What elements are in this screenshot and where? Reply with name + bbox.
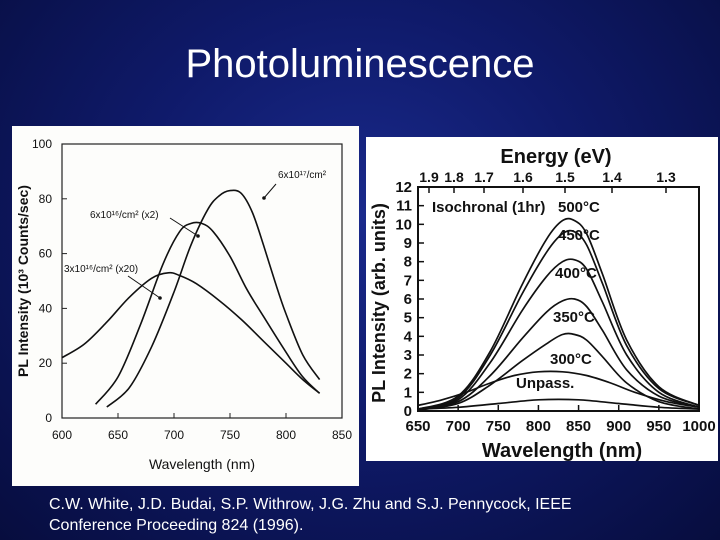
label-pointer-head [262,196,266,200]
label-pointer [169,217,199,237]
x-tick-label: 800 [526,418,551,435]
y-tick-label: 4 [404,328,413,345]
series-line [417,370,700,409]
y-tick-label: 9 [404,235,412,252]
series-line [61,271,321,394]
x-tick-label: 600 [52,428,72,442]
right-chart-panel: Energy (eV) 1.9 1.8 1.7 1.6 1.5 1.4 1.3 650 700 75… [366,137,718,461]
y-tick-label: 0 [45,411,52,425]
series-line [417,398,700,410]
series-line [417,297,700,410]
series-label: 6x10¹⁷/cm² [278,170,327,181]
y-tick-label: 2 [404,366,412,383]
label-pointer-head [158,296,162,300]
series-label: 350°C [553,309,595,326]
x-tick-label: 650 [405,418,430,435]
top-tick-label: 1.3 [656,169,676,185]
x-tick-label: 750 [220,428,240,442]
x-tick-label: 850 [332,428,352,442]
y-tick-label: 0 [404,403,412,420]
y-tick-label: 6 [404,291,412,308]
series-label: 6x10¹⁶/cm² (x2) [90,210,159,221]
citation-line-1: C.W. White, J.D. Budai, S.P. Withrow, J.… [49,496,572,513]
series-label: 450°C [558,227,600,244]
citation: C.W. White, J.D. Budai, S.P. Withrow, J.… [49,494,709,536]
series-label: Unpass. [516,375,574,392]
series-line [106,189,321,408]
series-label: 3x10¹⁶/cm² (x20) [64,264,138,275]
x-tick-label: 850 [566,418,591,435]
x-tick-label: 800 [276,428,296,442]
y-tick-label: 7 [404,272,412,289]
y-tick-label: 10 [395,216,412,233]
series-label: 400°C [555,265,597,282]
x-tick-label: 750 [486,418,511,435]
top-tick-label: 1.4 [602,169,622,185]
y-axis-label: PL Intensity (arb. units) [369,203,389,403]
series-line [417,217,700,410]
top-tick-label: 1.9 [419,169,439,185]
series-line [417,258,700,410]
series-label: 300°C [550,351,592,368]
x-tick-label: 700 [164,428,184,442]
annotation-isochronal: Isochronal (1hr) [432,199,545,216]
left-pl-chart: 600 650 700 750 800 850 0 20 40 60 80 100 Wavelength… [15,137,352,472]
x-tick-label: 700 [446,418,471,435]
y-tick-label: 60 [39,247,53,261]
y-tick-label: 11 [396,198,412,215]
series-line [417,229,700,410]
x-tick-label: 650 [108,428,128,442]
y-tick-label: 5 [404,310,412,327]
x-tick-label: 900 [606,418,631,435]
label-pointer-head [196,234,200,238]
slide-title: Photoluminescence [185,42,535,86]
y-axis-label: PL Intensity (10³ Counts/sec) [15,185,31,377]
y-tick-label: 3 [404,347,412,364]
y-tick-label: 100 [32,137,52,151]
plot-frame [61,143,343,419]
series-line [417,332,700,411]
top-tick-label: 1.8 [444,169,464,185]
top-tick-label: 1.5 [555,169,575,185]
x-tick-label: 1000 [682,418,715,435]
y-tick-label: 8 [404,254,412,271]
series-line [94,221,321,405]
x-axis-label: Wavelength (nm) [149,456,255,472]
label-pointer [263,183,277,199]
y-tick-label: 1 [404,384,412,401]
series-label: 500°C [558,199,600,216]
y-tick-label: 80 [39,192,53,206]
left-chart-panel: 600 650 700 750 800 850 0 20 40 60 80 100 Wavelength… [12,126,359,486]
top-tick-label: 1.7 [474,169,494,185]
y-tick-label: 40 [39,301,53,315]
label-pointer [127,275,161,299]
x-tick-label: 950 [646,418,671,435]
y-tick-label: 12 [395,179,412,196]
top-tick-label: 1.6 [513,169,533,185]
citation-line-2: Conference Proceeding 824 (1996). [49,517,304,534]
x-axis-label: Wavelength (nm) [482,440,642,461]
top-axis-title: Energy (eV) [500,146,611,168]
y-tick-label: 20 [39,356,53,370]
